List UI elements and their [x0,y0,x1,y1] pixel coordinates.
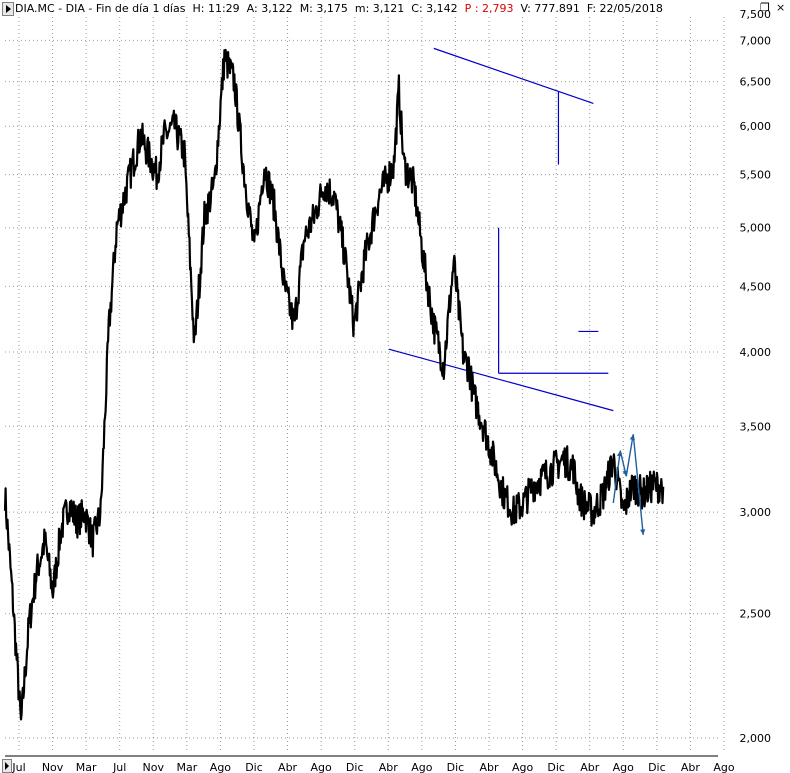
x-tick-label: Ago [210,761,232,773]
x-tick-label: Dic [648,761,666,773]
p-label: P : 2,793 [464,2,514,15]
x-tick-label: Abr [379,761,399,773]
y-axis: 2,000 2,500 3,000 3,500 4,000 4,500 5,000 5,500… [740,8,772,745]
scroll-left-icon[interactable] [2,759,12,773]
restore-icon[interactable]: ❐ [760,1,770,14]
time-label: H: 11:29 [192,2,240,15]
high-label: M: 3,175 [299,2,348,15]
x-tick-label: Ago [713,761,735,773]
x-tick-label: Abr [278,761,298,773]
y-tick-label: 4,500 [740,280,772,293]
date-label: F: 22/05/2018 [586,2,663,15]
x-tick-label: Mar [76,761,97,773]
close-label: C: 3,142 [411,2,458,15]
x-tick-label: Dic [547,761,565,773]
y-tick-label: 6,500 [740,76,772,89]
chart-header: DIA.MC - DIA - Fin de día 1 días H: 11:2… [0,0,790,17]
y-tick-label: 4,000 [740,346,772,359]
x-tick-label: Abr [681,761,701,773]
low-label: m: 3,121 [354,2,405,15]
x-tick-label: Ago [512,761,534,773]
projection-segment [625,434,634,477]
price-series-line [3,48,665,721]
header-arrow-icon[interactable] [2,2,14,16]
x-tick-label: Dic [245,761,263,773]
x-tick-label: Ago [411,761,433,773]
y-tick-label: 3,000 [740,506,772,519]
trend-lines [388,47,614,412]
x-tick-label: Jul [11,761,25,773]
x-tick-label: Jul [112,761,126,773]
x-tick-label: Ago [613,761,635,773]
chart-grid [5,17,725,752]
y-tick-label: 2,500 [740,608,772,621]
y-tick-label: 5,500 [740,169,772,182]
close-icon[interactable]: × [776,1,786,14]
x-tick-label: Nov [143,761,165,773]
x-tick-label: Nov [42,761,64,773]
y-tick-label: 5,000 [740,222,772,235]
x-tick-label: Abr [580,761,600,773]
x-axis: Jul Nov Mar Jul Nov Mar Ago Dic Abr Ago Dic Abr Ago D… [5,755,735,773]
symbol-label: DIA.MC - DIA - Fin de día 1 días [15,2,186,15]
x-tick-label: Mar [176,761,197,773]
projection-arrows [612,434,646,535]
open-label: A: 3,122 [246,2,293,15]
x-tick-label: Dic [346,761,364,773]
y-tick-label: 3,500 [740,420,772,433]
x-tick-label: Abr [479,761,499,773]
y-tick-label: 6,000 [740,120,772,133]
projection-segment [612,450,621,504]
y-tick-label: 7,000 [740,34,772,47]
trend-line [433,47,594,105]
y-tick-label-partial: 7,500 [740,8,772,21]
trend-line [388,348,614,412]
projection-segment [632,434,644,535]
x-tick-label: Ago [311,761,333,773]
volume-label: V: 777.891 [520,2,580,15]
x-tick-label: Dic [447,761,465,773]
header-text: DIA.MC - DIA - Fin de día 1 días H: 11:2… [15,0,663,17]
projection-arrowhead [640,529,646,535]
y-tick-label: 2,000 [740,732,772,745]
